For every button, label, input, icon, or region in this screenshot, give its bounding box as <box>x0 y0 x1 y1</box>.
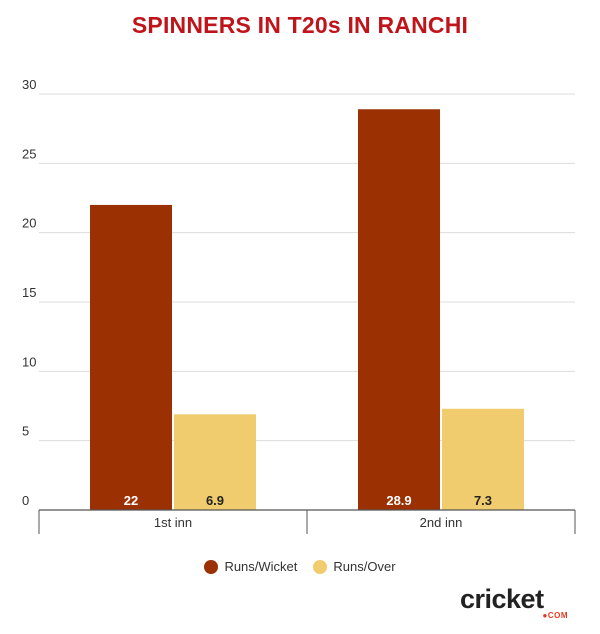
y-axis-ticks: 0 5 10 15 20 25 30 <box>22 77 36 508</box>
x-axis: 1st inn 2nd inn <box>38 509 576 534</box>
bar-chart: 0 5 10 15 20 25 30 22 6.9 28.9 7.3 1st inn 2nd inn <box>22 77 576 534</box>
legend-label: Runs/Wicket <box>224 559 298 574</box>
bar <box>174 414 256 510</box>
chart-title: SPINNERS IN T20s IN RANCHI <box>131 12 469 38</box>
x-tick-label: 2nd inn <box>420 515 463 530</box>
data-label: 28.9 <box>386 493 411 508</box>
x-tick-label: 1st inn <box>154 515 192 530</box>
data-label: 22 <box>124 493 138 508</box>
y-tick-label: 0 <box>22 493 29 508</box>
data-labels: 22 6.9 28.9 7.3 <box>124 493 492 508</box>
y-tick-label: 20 <box>22 216 36 231</box>
data-label: 7.3 <box>474 493 492 508</box>
logo-wordmark: cricket <box>460 584 544 614</box>
bar <box>358 109 440 511</box>
y-tick-label: 5 <box>22 424 29 439</box>
legend-label: Runs/Over <box>333 559 396 574</box>
y-tick-label: 25 <box>22 146 36 161</box>
legend-swatch <box>204 559 219 574</box>
data-label: 6.9 <box>206 493 224 508</box>
y-tick-label: 10 <box>22 354 36 369</box>
cricket-com-logo: cricket ●COM <box>460 584 572 624</box>
legend-item-runs-over: Runs/Over <box>313 559 396 574</box>
logo-suffix: ●COM <box>542 611 568 620</box>
legend-item-runs-wicket: Runs/Wicket <box>204 559 297 574</box>
bar <box>90 204 172 510</box>
bar <box>442 408 524 510</box>
bars <box>90 109 524 511</box>
y-tick-label: 15 <box>22 285 36 300</box>
legend-swatch <box>313 559 328 574</box>
legend: Runs/Wicket Runs/Over <box>0 559 600 574</box>
y-tick-label: 30 <box>22 77 36 92</box>
